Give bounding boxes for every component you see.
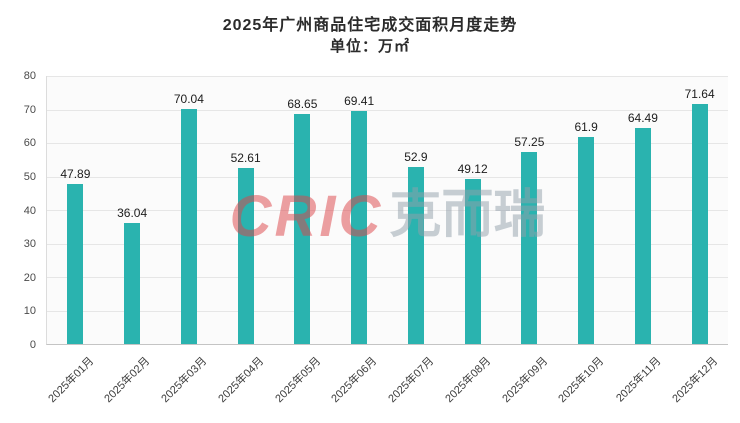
x-axis-label: 2025年12月: [670, 355, 721, 406]
grid-line: [47, 176, 728, 178]
x-axis-label: 2025年08月: [443, 355, 494, 406]
bar: [407, 166, 424, 344]
chart-title: 2025年广州商品住宅成交面积月度走势: [222, 17, 518, 34]
y-tick-label: 50: [23, 170, 36, 183]
x-axis-label: 2025年09月: [499, 355, 550, 406]
bar: [578, 136, 595, 344]
bar: [294, 114, 311, 344]
bar-value-label: 71.64: [684, 87, 715, 102]
y-tick-label: 20: [23, 271, 36, 284]
bar-value-label: 49.12: [457, 162, 488, 177]
plot: 47.89 2025年01月 36.04 2025年02月 70.04 2025年03月 5…: [46, 76, 728, 406]
bar-value-label: 61.9: [574, 119, 598, 134]
y-axis-labels: 80 70 60 50 40 30 20 10 0: [6, 70, 40, 351]
bar-value-label: 68.65: [287, 97, 318, 112]
bar-value-label: 70.04: [173, 92, 204, 107]
grid-line: [47, 76, 728, 77]
grid-line: [47, 277, 728, 278]
y-tick-label: 10: [23, 305, 36, 318]
bar: [180, 109, 197, 344]
bar-value-label: 36.04: [117, 206, 148, 221]
y-tick-label: 30: [23, 238, 36, 251]
x-axis-label: 2025年06月: [329, 355, 380, 406]
grid-line: [47, 210, 728, 211]
bar-value-label: 47.89: [60, 166, 91, 181]
y-tick-label: 0: [29, 339, 36, 351]
bars-container: 47.89 2025年01月 36.04 2025年02月 70.04 2025年03月 5…: [46, 76, 728, 406]
bar-column: 69.41 2025年06月: [330, 76, 388, 405]
bar: [464, 179, 481, 344]
bar: [521, 152, 538, 344]
bar-column: 61.9 2025年10月: [557, 76, 615, 405]
grid-line: [47, 109, 728, 111]
bar-column: 64.49 2025年11月: [614, 76, 672, 405]
bar: [691, 104, 708, 344]
bar-column: 49.12 2025年08月: [443, 76, 501, 405]
bar-column: 47.89 2025年01月: [46, 76, 104, 406]
plot-area: 80 70 60 50 40 30 20 10 0 47.89 2025年01月 36.04 2025…: [6, 70, 728, 406]
grid-line: [47, 310, 728, 312]
bar-column: 70.04 2025年03月: [159, 76, 218, 405]
x-axis-label: 2025年03月: [159, 355, 210, 406]
bar-column: 52.61 2025年04月: [216, 76, 274, 405]
y-tick-label: 80: [23, 70, 36, 82]
x-axis-label: 2025年02月: [102, 355, 153, 406]
chart-subtitle: 单位：万㎡: [329, 38, 410, 55]
y-tick-label: 40: [23, 204, 36, 217]
x-axis-label: 2025年05月: [272, 355, 323, 406]
bar-column: 57.25 2025年09月: [500, 76, 558, 405]
bar-value-label: 69.41: [344, 94, 375, 109]
gridlines: [47, 76, 728, 344]
x-axis-label: 2025年01月: [45, 355, 96, 406]
bar-value-label: 57.25: [514, 135, 545, 150]
x-axis-label: 2025年07月: [386, 355, 437, 406]
x-axis-label: 2025年10月: [556, 355, 607, 406]
bar: [124, 223, 141, 344]
y-tick-label: 60: [23, 137, 36, 150]
x-axis-label: 2025年11月: [614, 355, 664, 405]
bar-value-label: 64.49: [627, 110, 658, 125]
bar-column: 36.04 2025年02月: [103, 76, 161, 405]
bar-value-label: 52.9: [404, 149, 428, 164]
bar: [237, 167, 254, 344]
y-tick-label: 70: [23, 103, 36, 116]
bar: [351, 111, 368, 344]
grid-line: [47, 243, 728, 245]
x-axis-label: 2025年04月: [216, 355, 267, 406]
bar: [67, 183, 84, 344]
bar-column: 71.64 2025年12月: [670, 76, 728, 405]
bar-column: 68.65 2025年05月: [273, 76, 331, 405]
bar: [634, 127, 651, 344]
bar-value-label: 52.61: [230, 150, 261, 165]
grid-line: [47, 143, 728, 144]
bar-column: 52.9 2025年07月: [386, 76, 445, 405]
